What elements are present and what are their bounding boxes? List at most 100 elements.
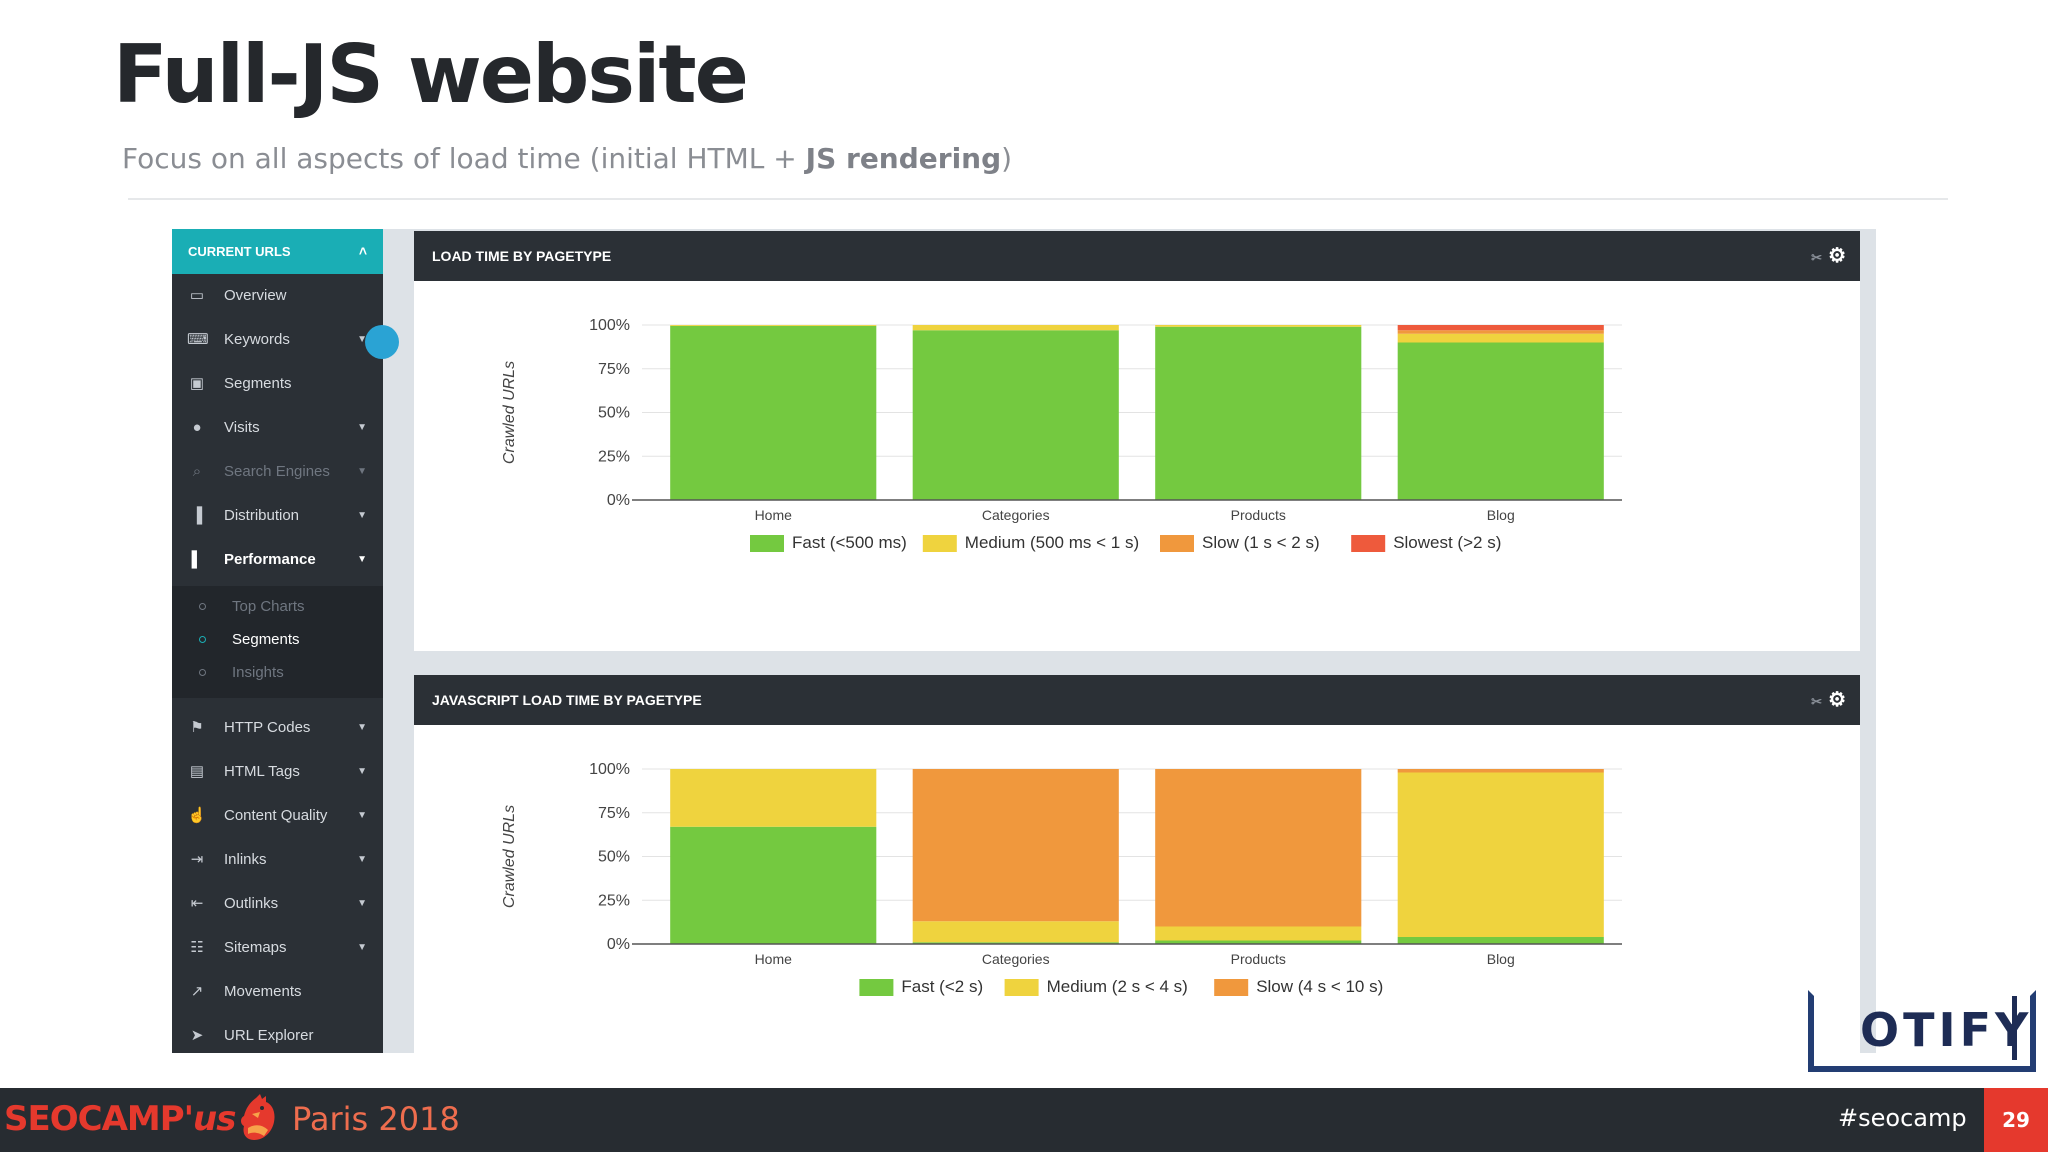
sidebar-item-inlinks[interactable]: ⇥ Inlinks ▼ (172, 838, 383, 882)
sidebar-item-url-explorer[interactable]: ➤ URL Explorer (172, 1014, 383, 1053)
bar-segment[interactable] (912, 769, 1119, 922)
caret-down-icon[interactable]: ▼ (357, 466, 367, 477)
slide-subtitle: Focus on all aspects of load time (initi… (122, 142, 1012, 175)
bar-segment[interactable] (1397, 333, 1604, 343)
subtitle-prefix: Focus on all aspects of load time (initi… (122, 142, 806, 175)
bar-segment[interactable] (1155, 940, 1362, 945)
legend-label[interactable]: Slow (1 s < 2 s) (1202, 533, 1320, 552)
sidebar-item-search-engines[interactable]: ⌕ Search Engines ▼ (172, 450, 383, 494)
bar-segment[interactable] (670, 826, 877, 944)
legend-label[interactable]: Slow (4 s < 10 s) (1256, 977, 1383, 996)
sidebar-collapse-handle[interactable] (365, 325, 399, 359)
sidebar-submenu: Top Charts Segments Insights (172, 586, 383, 698)
thumbs-up-icon: ☝ (187, 807, 207, 824)
bar-segment[interactable] (1155, 769, 1362, 927)
sidebar-item-label: Performance (224, 551, 316, 568)
bar-segment[interactable] (1397, 769, 1604, 773)
keyboard-icon: ⌨ (187, 331, 209, 348)
sidebar-item-visits[interactable]: ● Visits ▼ (172, 406, 383, 450)
y-tick-label: 0% (607, 492, 630, 509)
sidebar-item-label: HTML Tags (224, 763, 300, 780)
caret-down-icon[interactable]: ▼ (357, 766, 367, 777)
bullet-icon (199, 603, 206, 610)
bar-segment[interactable] (1397, 772, 1604, 938)
submenu-item-segments[interactable]: Segments (172, 623, 383, 656)
bar-segment[interactable] (912, 942, 1119, 944)
sidebar-item-outlinks[interactable]: ⇤ Outlinks ▼ (172, 882, 383, 926)
caret-down-icon[interactable]: ▼ (357, 898, 367, 909)
rocket-icon: ➤ (190, 1027, 204, 1044)
legend-swatch (1351, 535, 1386, 552)
caret-down-icon[interactable]: ▼ (357, 422, 367, 433)
bar-segment[interactable] (1155, 326, 1362, 500)
botify-screenshot: CURRENT URLS ˄ ▭ Overview ⌨ Keywords ▼ ▣ Segme… (172, 229, 1876, 1053)
gear-icon[interactable]: ⚙ (1828, 689, 1846, 711)
bar-segment[interactable] (670, 325, 877, 326)
caret-down-icon[interactable]: ▼ (357, 554, 367, 565)
sidebar-item-content-quality[interactable]: ☝ Content Quality ▼ (172, 794, 383, 838)
x-tick-label: Blog (1487, 507, 1515, 523)
sidebar-item-label: Content Quality (224, 807, 328, 824)
sidebar-header[interactable]: CURRENT URLS ˄ (172, 229, 383, 274)
sidebar-item-segments[interactable]: ▣ Segments (172, 362, 383, 406)
pin-icon[interactable]: ✂ (1811, 694, 1823, 709)
bar-segment[interactable] (670, 325, 877, 500)
bar-segment[interactable] (1155, 325, 1362, 327)
laptop-icon: ▭ (189, 287, 205, 304)
caret-down-icon[interactable]: ▼ (357, 510, 367, 521)
sidebar-item-performance[interactable]: ▌ Performance ▼ (172, 538, 383, 582)
bar-segment[interactable] (1397, 342, 1604, 501)
y-tick-label: 50% (598, 405, 630, 422)
sidebar-item-keywords[interactable]: ⌨ Keywords ▼ (172, 318, 383, 362)
sidebar-item-distribution[interactable]: ▐ Distribution ▼ (172, 494, 383, 538)
caret-down-icon[interactable]: ▼ (357, 334, 367, 345)
panel-header: JAVASCRIPT LOAD TIME BY PAGETYPE ✂ ⚙ (414, 675, 1860, 725)
bar-segment[interactable] (912, 921, 1119, 943)
sidebar-item-label: URL Explorer (224, 1027, 314, 1044)
caret-down-icon[interactable]: ▼ (357, 810, 367, 821)
caret-down-icon[interactable]: ▼ (357, 854, 367, 865)
legend-label[interactable]: Slowest (>2 s) (1393, 533, 1501, 552)
sidebar-item-movements[interactable]: ↗ Movements (172, 970, 383, 1014)
x-tick-label: Categories (982, 507, 1050, 523)
submenu-item-insights[interactable]: Insights (172, 656, 383, 689)
y-tick-label: 25% (598, 892, 630, 909)
botify-logo-frame (1808, 990, 2036, 1072)
sidebar-item-sitemaps[interactable]: ☷ Sitemaps ▼ (172, 926, 383, 970)
segments-icon: ▣ (189, 375, 205, 392)
bar-segment[interactable] (912, 325, 1119, 331)
bar-segment[interactable] (1397, 325, 1604, 331)
sidebar-item-html-tags[interactable]: ▤ HTML Tags ▼ (172, 750, 383, 794)
brand-italic: 'us (183, 1099, 237, 1139)
bar-segment[interactable] (670, 769, 877, 827)
caret-down-icon[interactable]: ▼ (357, 942, 367, 953)
panel-tools: ✂ ⚙ (1811, 675, 1846, 727)
sidebar-item-overview[interactable]: ▭ Overview (172, 274, 383, 318)
sign-in-icon: ⇥ (190, 851, 204, 868)
line-chart-icon: ↗ (190, 983, 204, 1000)
legend-swatch (750, 535, 784, 552)
legend-label[interactable]: Fast (<500 ms) (792, 533, 907, 552)
y-tick-label: 0% (607, 936, 630, 953)
sidebar-item-http-codes[interactable]: ⚑ HTTP Codes ▼ (172, 706, 383, 750)
y-tick-label: 25% (598, 448, 630, 465)
subtitle-suffix: ) (1001, 142, 1013, 175)
bar-segment[interactable] (912, 330, 1119, 500)
x-tick-label: Products (1231, 951, 1286, 967)
bar-segment[interactable] (1155, 926, 1362, 941)
gear-icon[interactable]: ⚙ (1828, 245, 1846, 267)
rooster-icon (241, 1094, 275, 1140)
legend-label[interactable]: Medium (2 s < 4 s) (1047, 977, 1188, 996)
pin-icon[interactable]: ✂ (1811, 250, 1823, 265)
submenu-item-top-charts[interactable]: Top Charts (172, 590, 383, 623)
y-tick-label: 75% (598, 361, 630, 378)
bar-segment[interactable] (1397, 937, 1604, 944)
legend-label[interactable]: Medium (500 ms < 1 s) (965, 533, 1139, 552)
sidebar-item-label: Keywords (224, 331, 290, 348)
y-tick-label: 50% (598, 849, 630, 866)
chevron-up-icon[interactable]: ˄ (358, 243, 367, 259)
sidebar-item-label: Visits (224, 419, 260, 436)
legend-label[interactable]: Fast (<2 s) (901, 977, 983, 996)
bar-segment[interactable] (1397, 330, 1604, 334)
caret-down-icon[interactable]: ▼ (357, 722, 367, 733)
